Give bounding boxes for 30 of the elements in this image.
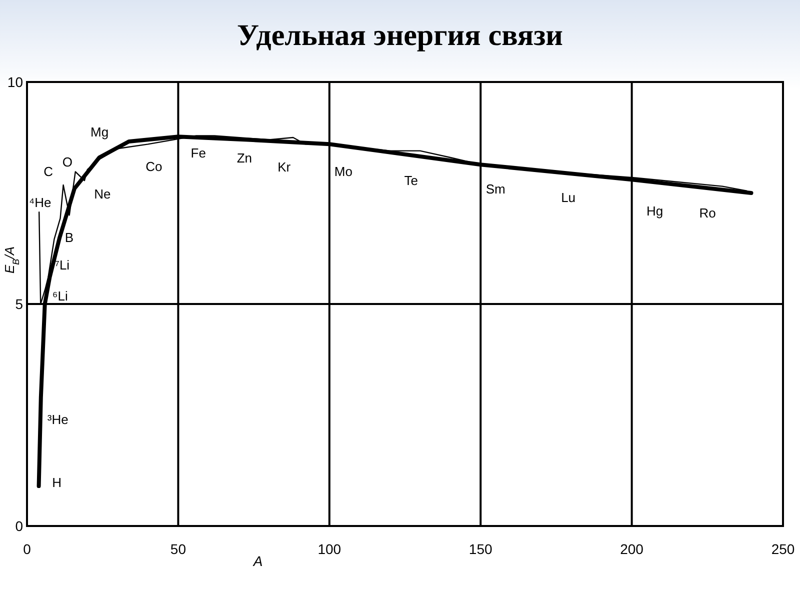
annotation: Te	[404, 172, 418, 188]
annotation: Hg	[646, 203, 664, 218]
annotation: Mg	[90, 124, 109, 140]
y-tick-label: 0	[15, 518, 24, 534]
annotation: B	[64, 230, 74, 246]
annotation: Ro	[699, 205, 716, 220]
annotation: ³He	[47, 412, 68, 428]
annotation: Ne	[94, 186, 111, 202]
x-tick-label: 150	[468, 541, 492, 557]
annotation: Fe	[190, 146, 206, 161]
x-tick-label: 100	[318, 541, 342, 557]
annotation: O	[62, 154, 72, 170]
annotation: ⁷Li	[54, 257, 70, 272]
y-tick-label: 10	[7, 74, 24, 90]
annotation: Co	[146, 159, 162, 174]
annotation: Zn	[236, 150, 252, 166]
annotation: Mo	[334, 164, 352, 180]
x-tick-label: 200	[620, 541, 644, 557]
annotation: Kr	[278, 160, 292, 174]
y-tick-label: 5	[15, 296, 24, 312]
annotation: ⁴He	[28, 195, 52, 210]
x-tick-label: 250	[771, 541, 795, 557]
x-tick-label: 50	[170, 541, 186, 557]
x-axis-title: A	[252, 553, 263, 569]
chart-title: Удельная энергия связи	[237, 19, 563, 52]
annotation: Lu	[561, 190, 576, 206]
annotation: Sm	[486, 182, 506, 197]
annotation: ⁶Li	[52, 288, 68, 304]
annotation: H	[52, 475, 62, 490]
annotation: C	[44, 164, 53, 180]
